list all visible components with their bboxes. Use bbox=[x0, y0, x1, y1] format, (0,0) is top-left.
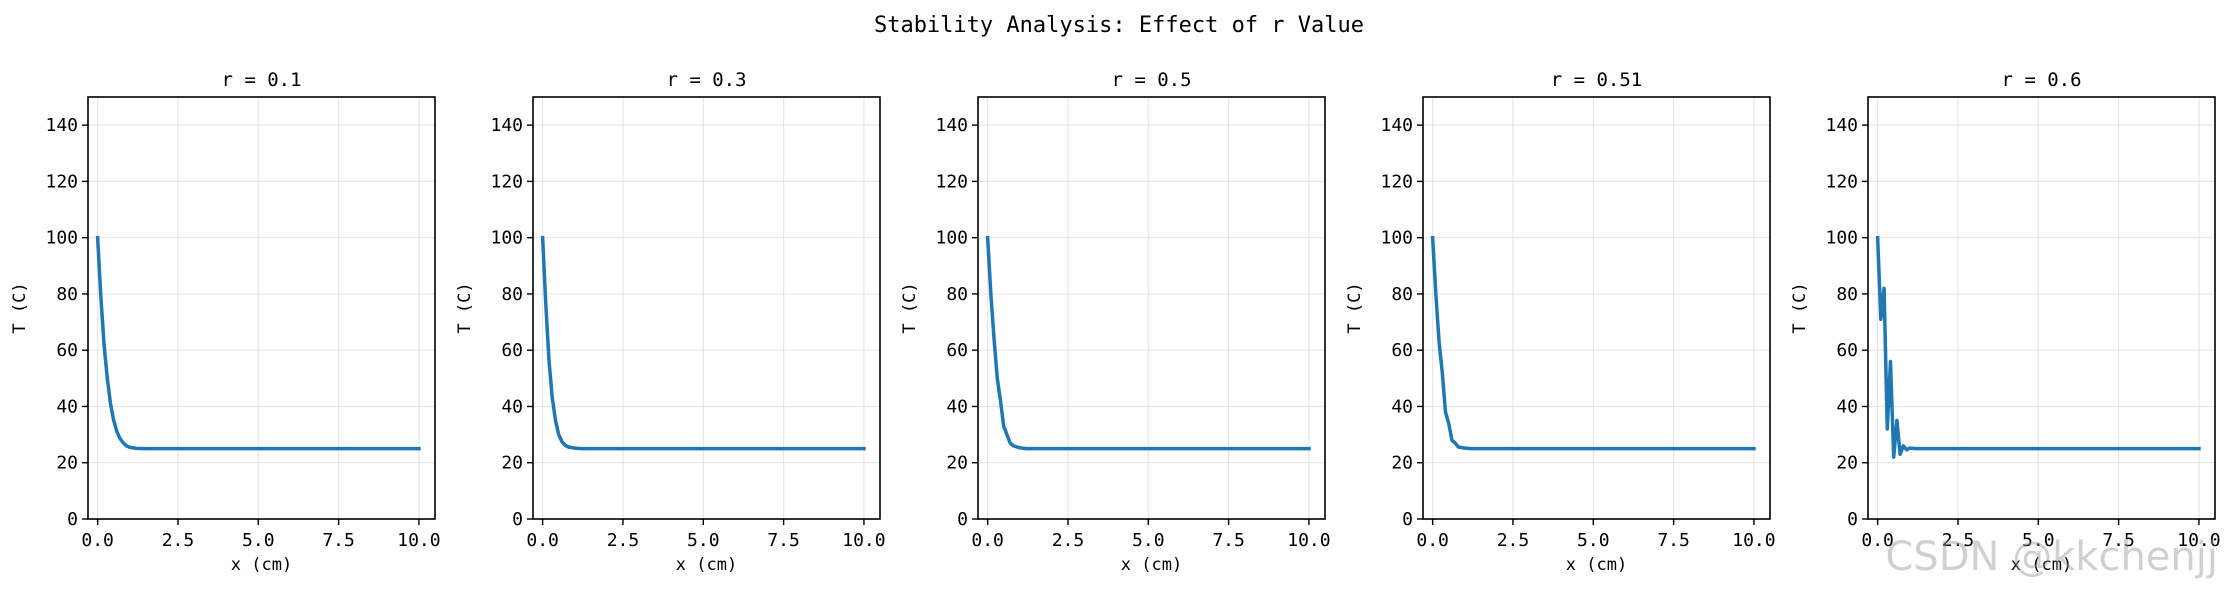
x-tick-label: 0.0 bbox=[81, 530, 114, 551]
subplot-4: 0.0 2.5 5.0 7.5 10.0 0 20 40 60 80 100 120 140 r = 0.… bbox=[1345, 69, 1776, 575]
subplot-5: 0.0 2.5 5.0 7.5 10.0 0 20 40 60 80 100 120 140 r = 0.… bbox=[1790, 69, 2221, 575]
y-tick-label: 0 bbox=[512, 509, 523, 530]
x-tick-label: 2.5 bbox=[1942, 530, 1975, 551]
subplot-title: r = 0.3 bbox=[666, 69, 746, 91]
y-axis-label: T (C) bbox=[1790, 282, 1810, 333]
y-tick-label: 80 bbox=[501, 284, 523, 305]
x-tick-label: 10.0 bbox=[842, 530, 885, 551]
subplot-title: r = 0.1 bbox=[221, 69, 301, 91]
data-line bbox=[95, 235, 421, 451]
x-tick-label: 2.5 bbox=[1052, 530, 1085, 551]
x-tick-label: 2.5 bbox=[607, 530, 640, 551]
y-axis-label: T (C) bbox=[455, 282, 475, 333]
subplot-2: 0.0 2.5 5.0 7.5 10.0 0 20 40 60 80 100 120 140 r = 0.… bbox=[455, 69, 886, 575]
y-tick-label: 100 bbox=[1380, 228, 1413, 249]
x-tick-label: 5.0 bbox=[1577, 530, 1610, 551]
subplot-1: 0.0 2.5 5.0 7.5 10.0 0 20 40 60 80 100 120 140 r = 0.… bbox=[10, 69, 441, 575]
x-tick-label: 2.5 bbox=[162, 530, 195, 551]
x-tick-label: 10.0 bbox=[1287, 530, 1330, 551]
y-tick-label: 120 bbox=[1825, 171, 1858, 192]
x-tick-label: 7.5 bbox=[322, 530, 355, 551]
x-tick-label: 2.5 bbox=[1497, 530, 1530, 551]
x-axis-label: x (cm) bbox=[2011, 555, 2072, 575]
y-tick-label: 140 bbox=[935, 115, 968, 136]
y-tick-label: 40 bbox=[56, 396, 78, 417]
x-tick-label: 0.0 bbox=[526, 530, 559, 551]
x-tick-label: 7.5 bbox=[2102, 530, 2135, 551]
data-line bbox=[540, 235, 866, 451]
y-tick-label: 140 bbox=[45, 115, 78, 136]
x-tick-label: 0.0 bbox=[971, 530, 1004, 551]
y-tick-label: 140 bbox=[1380, 115, 1413, 136]
y-tick-label: 80 bbox=[56, 284, 78, 305]
y-tick-label: 80 bbox=[946, 284, 968, 305]
y-tick-label: 80 bbox=[1836, 284, 1858, 305]
data-line bbox=[1430, 235, 1756, 451]
x-tick-label: 0.0 bbox=[1861, 530, 1894, 551]
y-tick-label: 100 bbox=[45, 228, 78, 249]
x-tick-label: 10.0 bbox=[2177, 530, 2220, 551]
figure-suptitle: Stability Analysis: Effect of r Value bbox=[874, 13, 1364, 38]
y-axis-label: T (C) bbox=[900, 282, 920, 333]
y-tick-label: 120 bbox=[935, 171, 968, 192]
x-tick-label: 5.0 bbox=[242, 530, 275, 551]
axes-frame bbox=[87, 96, 436, 520]
y-tick-label: 0 bbox=[1847, 509, 1858, 530]
x-axis-label: x (cm) bbox=[676, 555, 737, 575]
data-line bbox=[985, 235, 1311, 451]
axes-frame bbox=[1867, 96, 2216, 520]
subplot-title: r = 0.5 bbox=[1111, 69, 1191, 91]
y-tick-label: 120 bbox=[490, 171, 523, 192]
y-tick-label: 40 bbox=[501, 396, 523, 417]
axes-frame bbox=[977, 96, 1326, 520]
y-tick-label: 100 bbox=[935, 228, 968, 249]
x-tick-label: 5.0 bbox=[2022, 530, 2055, 551]
y-tick-label: 0 bbox=[1402, 509, 1413, 530]
y-tick-label: 60 bbox=[946, 340, 968, 361]
x-tick-label: 7.5 bbox=[767, 530, 800, 551]
x-tick-label: 7.5 bbox=[1212, 530, 1245, 551]
y-tick-label: 60 bbox=[1391, 340, 1413, 361]
y-tick-label: 40 bbox=[1836, 396, 1858, 417]
y-axis-label: T (C) bbox=[1345, 282, 1365, 333]
y-tick-label: 60 bbox=[56, 340, 78, 361]
x-tick-label: 10.0 bbox=[397, 530, 440, 551]
y-tick-label: 60 bbox=[1836, 340, 1858, 361]
data-line bbox=[1875, 235, 2201, 459]
subplot-title: r = 0.51 bbox=[1551, 69, 1643, 91]
y-tick-label: 100 bbox=[1825, 228, 1858, 249]
y-tick-label: 40 bbox=[946, 396, 968, 417]
axes-frame bbox=[532, 96, 881, 520]
x-axis-label: x (cm) bbox=[1566, 555, 1627, 575]
x-axis-label: x (cm) bbox=[231, 555, 292, 575]
x-tick-label: 5.0 bbox=[1132, 530, 1165, 551]
subplot-title: r = 0.6 bbox=[2001, 69, 2081, 91]
y-tick-label: 20 bbox=[1391, 453, 1413, 474]
subplot-3: 0.0 2.5 5.0 7.5 10.0 0 20 40 60 80 100 120 140 r = 0.… bbox=[900, 69, 1331, 575]
y-tick-label: 80 bbox=[1391, 284, 1413, 305]
y-tick-label: 40 bbox=[1391, 396, 1413, 417]
y-tick-label: 20 bbox=[1836, 453, 1858, 474]
axes-frame bbox=[1422, 96, 1771, 520]
x-tick-label: 5.0 bbox=[687, 530, 720, 551]
y-tick-label: 120 bbox=[1380, 171, 1413, 192]
y-tick-label: 20 bbox=[501, 453, 523, 474]
x-axis-label: x (cm) bbox=[1121, 555, 1182, 575]
y-tick-label: 0 bbox=[67, 509, 78, 530]
y-tick-label: 20 bbox=[946, 453, 968, 474]
y-tick-label: 100 bbox=[490, 228, 523, 249]
y-tick-label: 20 bbox=[56, 453, 78, 474]
y-tick-label: 140 bbox=[1825, 115, 1858, 136]
x-tick-label: 7.5 bbox=[1657, 530, 1690, 551]
y-tick-label: 140 bbox=[490, 115, 523, 136]
y-tick-label: 0 bbox=[957, 509, 968, 530]
y-tick-label: 60 bbox=[501, 340, 523, 361]
y-axis-label: T (C) bbox=[10, 282, 30, 333]
y-tick-label: 120 bbox=[45, 171, 78, 192]
x-tick-label: 10.0 bbox=[1732, 530, 1775, 551]
x-tick-label: 0.0 bbox=[1416, 530, 1449, 551]
